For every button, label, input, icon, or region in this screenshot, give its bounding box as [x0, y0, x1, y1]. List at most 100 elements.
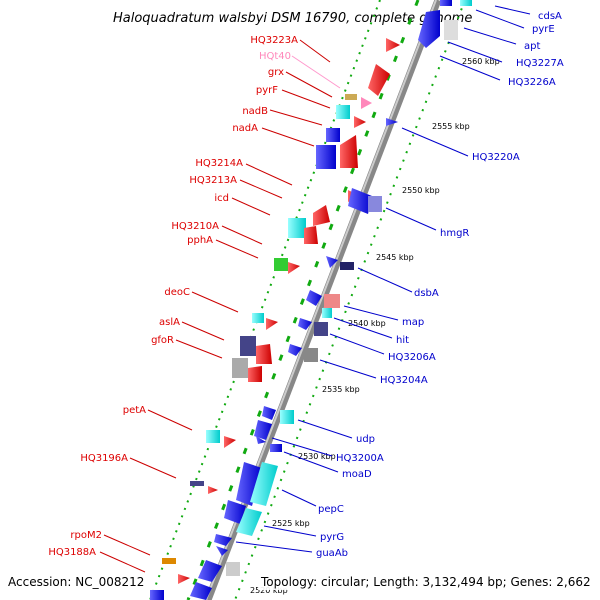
gene-hq3196a[interactable] — [190, 481, 204, 486]
label-deoc[interactable]: deoC — [164, 287, 190, 298]
label-hq3214a[interactable]: HQ3214A — [195, 158, 243, 169]
gene-hq3227a[interactable] — [444, 20, 458, 40]
gene-low-grey[interactable] — [226, 562, 240, 576]
gene-udp-b[interactable] — [280, 410, 294, 424]
label-hq3196a[interactable]: HQ3196A — [80, 453, 128, 464]
label-map[interactable]: map — [402, 317, 424, 328]
gene-hq3206a[interactable] — [298, 318, 312, 330]
gene-map-b[interactable] — [306, 290, 322, 306]
gene-grx[interactable] — [345, 94, 357, 100]
label-grx[interactable]: grx — [268, 67, 284, 78]
right-gene-labels: cdsA pyrE apt HQ3227A HQ3226A HQ3220A hm… — [316, 11, 564, 559]
gene-apt[interactable] — [418, 10, 440, 48]
gene-hq3204a-b[interactable] — [304, 348, 318, 362]
gene-hit[interactable] — [322, 308, 332, 318]
gene-asla-navy[interactable] — [240, 336, 256, 356]
gene-hq3214a[interactable] — [340, 135, 358, 168]
label-pepc[interactable]: pepC — [318, 504, 344, 515]
gene-hq3220a[interactable] — [386, 118, 398, 126]
label-ppha[interactable]: pphA — [187, 235, 213, 246]
label-hq3188a[interactable]: HQ3188A — [48, 547, 96, 558]
gene-moad[interactable] — [270, 444, 282, 452]
connector-hq3204a — [319, 359, 377, 379]
gene-pepc-b[interactable] — [250, 462, 278, 506]
label-icd[interactable]: icd — [214, 193, 229, 204]
label-pyrg[interactable]: pyrG — [320, 532, 344, 543]
label-udp[interactable]: udp — [356, 434, 375, 445]
gene-icd[interactable] — [313, 205, 330, 226]
gene-hq3188a[interactable] — [178, 574, 190, 584]
gene-low-blue[interactable] — [198, 560, 222, 582]
label-nada[interactable]: nadA — [232, 123, 258, 134]
gene-deoc[interactable] — [266, 318, 278, 330]
left-strand-features — [150, 38, 400, 600]
gene-pyrg[interactable] — [224, 500, 246, 524]
gene-hq3214a-blue[interactable] — [316, 145, 336, 169]
label-moad[interactable]: moaD — [342, 469, 372, 480]
label-hit[interactable]: hit — [396, 335, 409, 346]
label-hq3220a[interactable]: HQ3220A — [472, 152, 520, 163]
gene-nada-blue[interactable] — [326, 128, 340, 142]
gene-pyrg-b[interactable] — [236, 508, 262, 536]
label-hq3226a[interactable]: HQ3226A — [508, 77, 556, 88]
gene-peta[interactable] — [224, 436, 236, 448]
label-nadb[interactable]: nadB — [242, 106, 268, 117]
label-cdsa[interactable]: cdsA — [538, 11, 562, 22]
gene-asla[interactable] — [256, 344, 272, 364]
label-hq3204a[interactable]: HQ3204A — [380, 375, 428, 386]
gene-pepc[interactable] — [236, 462, 262, 506]
label-dsba[interactable]: dsbA — [414, 288, 439, 299]
gene-hqt40[interactable] — [361, 97, 372, 109]
gene-hq3223a[interactable] — [386, 38, 400, 52]
label-pyre[interactable]: pyrE — [532, 24, 555, 35]
label-hq3206a[interactable]: HQ3206A — [388, 352, 436, 363]
label-hq3223a[interactable]: HQ3223A — [250, 35, 298, 46]
gene-hq3210a-cyan[interactable] — [288, 218, 306, 238]
gene-peta-cyan[interactable] — [206, 430, 220, 443]
gene-pyre[interactable] — [460, 0, 472, 6]
gene-bottom-blue[interactable] — [150, 590, 164, 600]
label-guaab[interactable]: guaAb — [316, 548, 348, 559]
gene-hq3196a-red[interactable] — [208, 486, 218, 494]
label-hqt40[interactable]: HQt40 — [259, 51, 291, 62]
label-gfor[interactable]: gfoR — [151, 335, 174, 346]
gene-gfor-grey[interactable] — [232, 358, 248, 378]
gene-dsba-b[interactable] — [340, 262, 354, 270]
label-pyrf[interactable]: pyrF — [256, 85, 278, 96]
gene-pyrf[interactable] — [368, 64, 390, 96]
connector-hq3206a — [329, 333, 385, 355]
gene-hq3200a[interactable] — [256, 436, 266, 444]
gene-guaab-b[interactable] — [216, 546, 228, 556]
label-rpom2[interactable]: rpoM2 — [70, 530, 102, 541]
gene-dsba[interactable] — [326, 256, 338, 268]
gene-hmgr[interactable] — [348, 188, 372, 214]
gene-ppha[interactable] — [288, 262, 300, 274]
gene-rpom2[interactable] — [162, 558, 176, 564]
gene-udp-c[interactable] — [254, 420, 272, 440]
label-peta[interactable]: petA — [123, 405, 146, 416]
gene-bottom-right[interactable] — [190, 582, 212, 600]
gene-guaab[interactable] — [214, 534, 232, 546]
outer-left-tick-track — [149, 0, 381, 600]
gene-map[interactable] — [324, 294, 340, 308]
label-hq3213a[interactable]: HQ3213A — [189, 175, 237, 186]
gene-hq3206a-b[interactable] — [314, 322, 328, 336]
connector-hit — [333, 317, 393, 339]
label-hmgr[interactable]: hmgR — [440, 228, 469, 239]
label-hq3200a[interactable]: HQ3200A — [336, 453, 384, 464]
gene-gfor[interactable] — [248, 366, 262, 382]
footer-backing-right — [258, 573, 596, 590]
gene-cdsa[interactable] — [440, 0, 452, 6]
label-apt[interactable]: apt — [524, 41, 540, 52]
gene-hq3210a[interactable] — [304, 226, 318, 244]
gene-pphA-green[interactable] — [274, 258, 288, 271]
gene-hq3204a[interactable] — [288, 344, 302, 356]
label-hq3210a[interactable]: HQ3210A — [171, 221, 219, 232]
label-asla[interactable]: aslA — [159, 317, 180, 328]
gene-hmgr-b[interactable] — [368, 196, 382, 212]
label-hq3227a[interactable]: HQ3227A — [516, 58, 564, 69]
gene-nadb[interactable] — [354, 116, 366, 128]
gene-deoc-cyan[interactable] — [252, 313, 264, 323]
gene-nadb-cyan[interactable] — [336, 105, 350, 119]
gene-udp[interactable] — [262, 406, 276, 420]
